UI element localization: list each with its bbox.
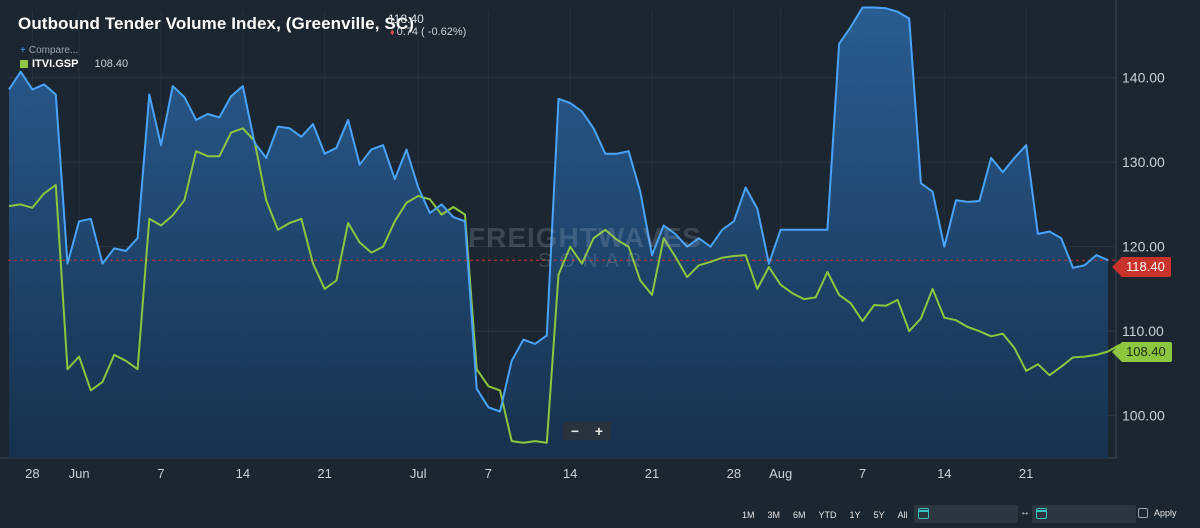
y-tick-label: 110.00	[1122, 323, 1164, 339]
secondary-price-tag: 108.40	[1112, 342, 1172, 362]
main-series-line	[8, 6, 1109, 413]
calendar-icon	[1138, 508, 1148, 518]
x-tick-label: Aug	[769, 466, 792, 481]
y-tick-label: 130.00	[1122, 154, 1165, 170]
range-ytd-button[interactable]: YTD	[818, 510, 837, 520]
series-value: 108.40	[94, 58, 129, 70]
range-separator-icon: ↔	[1020, 507, 1030, 518]
compare-label: Compare...	[28, 45, 79, 56]
range-buttons: 1M 3M 6M YTD 1Y 5Y All	[742, 510, 921, 520]
y-tick-label: 100.00	[1122, 408, 1165, 424]
y-tick-label: 140.00	[1122, 70, 1165, 86]
x-tick-label: 28	[727, 466, 741, 481]
x-tick-label: 21	[317, 466, 331, 481]
series-code: ITVI.GSP	[32, 58, 79, 70]
calendar-icon	[918, 508, 929, 519]
change-text: 0.74 ( -0.62%)	[396, 26, 467, 38]
change-indicator: ♦ 0.74 ( -0.62%)	[390, 26, 466, 38]
x-tick-label: 14	[236, 466, 250, 481]
range-all-button[interactable]: All	[897, 510, 908, 520]
calendar-icon	[1036, 508, 1047, 519]
down-arrow-icon: ♦	[390, 27, 395, 37]
x-tick-label: 28	[25, 466, 39, 481]
x-tick-label: 7	[859, 466, 866, 481]
chart-area: 100.00 110.00 120.00 130.00 140.00 28 Jun 7 14 2…	[0, 0, 1200, 490]
watermark-product: SONAR	[538, 250, 650, 272]
x-tick-label: 7	[157, 466, 164, 481]
x-tick-label: 7	[485, 466, 492, 481]
zoom-control: − +	[563, 422, 611, 440]
range-1y-button[interactable]: 1Y	[849, 510, 861, 520]
zoom-out-button[interactable]: −	[570, 423, 580, 439]
series-legend[interactable]: ITVI.GSP 108.40	[20, 58, 128, 70]
x-tick-label: 14	[937, 466, 951, 481]
main-series-area	[9, 7, 1108, 458]
range-6m-button[interactable]: 6M	[793, 510, 806, 520]
range-5y-button[interactable]: 5Y	[873, 510, 885, 520]
current-price-tag: 118.40	[1112, 257, 1171, 277]
range-3m-button[interactable]: 3M	[767, 510, 781, 520]
secondary-series-line	[8, 127, 1121, 444]
range-toolbar: 1M 3M 6M YTD 1Y 5Y All ↔ Apply	[0, 490, 1200, 528]
start-date-input[interactable]	[914, 505, 1018, 523]
apply-label: Apply	[1154, 508, 1177, 518]
series-swatch	[20, 60, 28, 68]
x-tick-label: Jun	[69, 466, 90, 481]
x-tick-label: 21	[645, 466, 659, 481]
chart-header: Outbound Tender Volume Index, (Greenvill…	[18, 14, 414, 34]
chart-title: Outbound Tender Volume Index, (Greenvill…	[18, 14, 414, 33]
x-tick-label: Jul	[410, 466, 427, 481]
y-tick-label: 120.00	[1122, 239, 1165, 255]
chart-plot[interactable]: 100.00 110.00 120.00 130.00 140.00 28 Jun 7 14 2…	[0, 0, 1200, 490]
x-tick-label: 14	[563, 466, 577, 481]
current-value: 118.40	[388, 12, 424, 26]
x-tick-label: 21	[1019, 466, 1033, 481]
end-date-input[interactable]	[1032, 505, 1136, 523]
plus-icon: +	[20, 45, 26, 56]
watermark-brand: FREIGHTWAVES	[468, 222, 702, 253]
zoom-in-button[interactable]: +	[594, 423, 604, 439]
range-1m-button[interactable]: 1M	[742, 510, 755, 520]
watermark: FREIGHTWAVES SONAR	[468, 222, 702, 272]
apply-button[interactable]: Apply	[1138, 508, 1177, 518]
compare-button[interactable]: + Compare...	[20, 45, 78, 56]
